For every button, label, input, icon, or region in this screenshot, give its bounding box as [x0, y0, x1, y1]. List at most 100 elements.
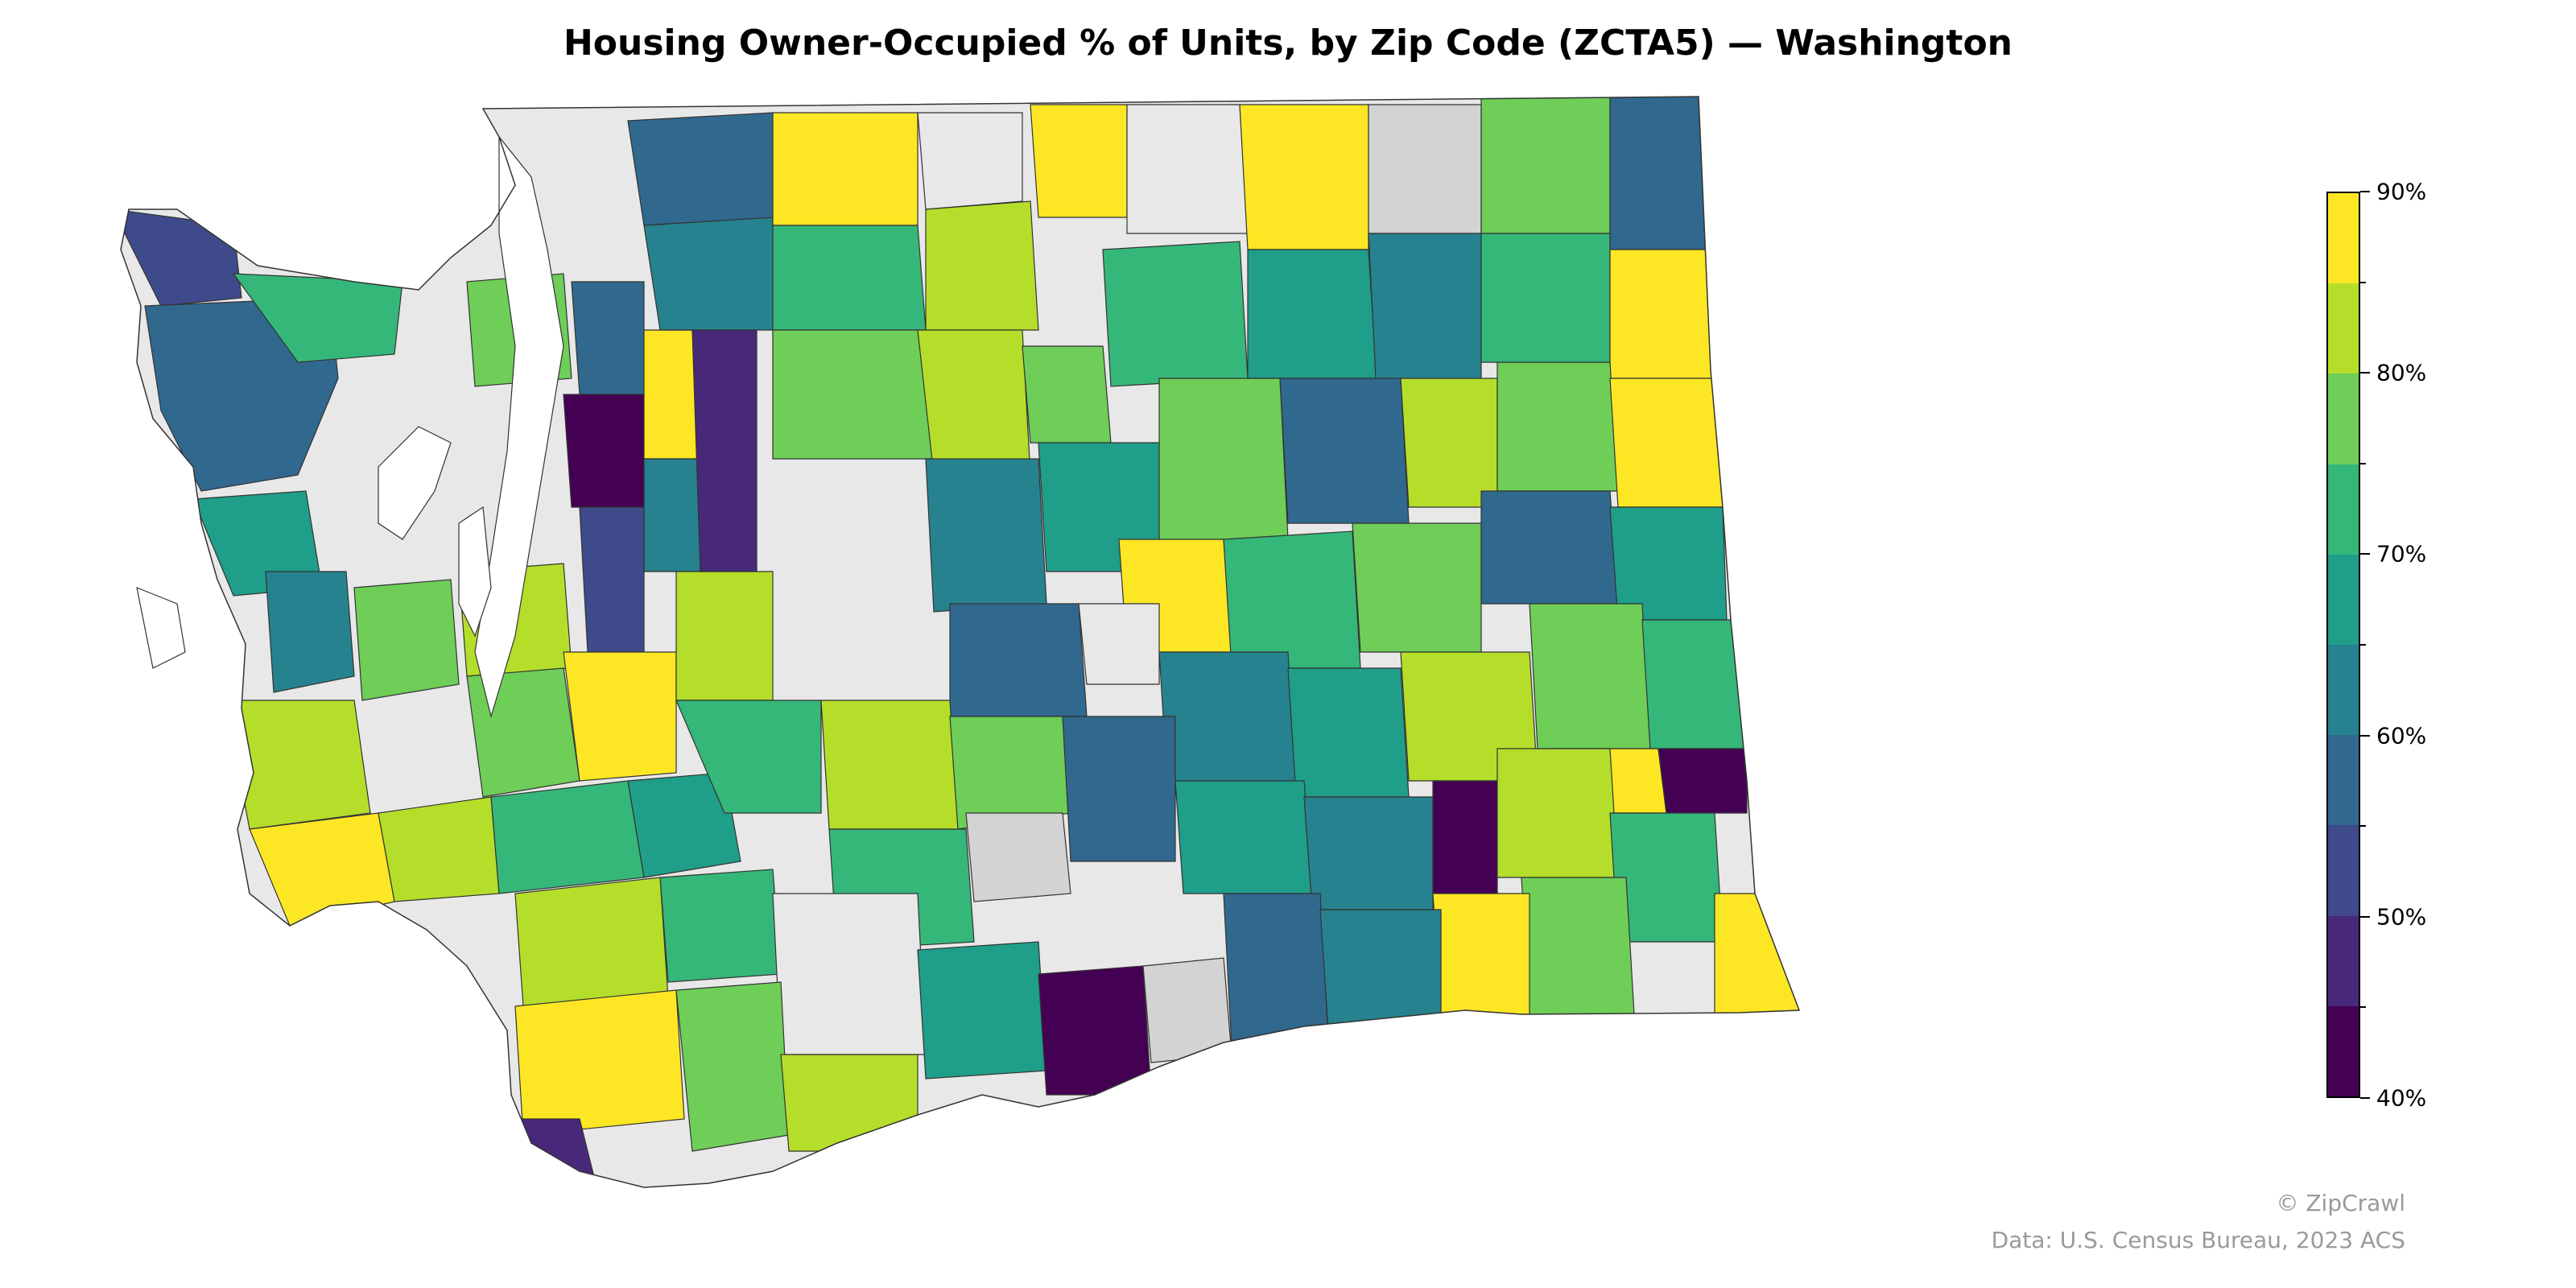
watermark: © ZipCrawl: [2276, 1190, 2405, 1216]
zip-region: [1352, 522, 1482, 653]
colorbar-bin: [2328, 915, 2359, 1006]
zip-region: [1102, 241, 1249, 387]
zip-region: [1038, 965, 1152, 1096]
zip-region: [353, 579, 460, 701]
zip-region: [675, 981, 790, 1152]
colorbar-tick: [2360, 553, 2370, 555]
colorbar-minor-tick: [2360, 644, 2366, 646]
colorbar-bin: [2328, 193, 2359, 284]
colorbar-bin: [2328, 283, 2359, 374]
zip-region: [571, 281, 645, 395]
zip-region: [627, 772, 741, 878]
no-data-region: [1126, 104, 1249, 234]
colorbar-bin: [2328, 374, 2359, 464]
zip-region: [1609, 378, 1724, 508]
zip-region: [1480, 490, 1619, 605]
no-data-region: [1368, 104, 1482, 234]
colorbar-tick: [2360, 734, 2370, 737]
zip-region: [265, 571, 355, 693]
zip-region: [643, 217, 774, 331]
colorbar-minor-tick: [2360, 1006, 2366, 1009]
colorbar-bin: [2328, 1005, 2359, 1096]
colorbar-tick: [2360, 191, 2370, 192]
zip-region: [627, 112, 782, 226]
zip-region: [1496, 361, 1619, 492]
zip-regions: [121, 97, 1799, 1187]
zip-region: [563, 394, 645, 508]
colorbar-minor-tick: [2360, 281, 2366, 283]
no-data-region: [965, 812, 1071, 902]
zip-region: [1368, 233, 1482, 395]
zip-region: [1303, 796, 1434, 910]
zip-region: [1496, 748, 1619, 878]
zip-region: [1480, 97, 1611, 234]
colorbar-tick: [2360, 915, 2370, 918]
zip-region: [1529, 603, 1651, 749]
zip-region: [514, 989, 685, 1136]
zip-region: [1609, 97, 1711, 250]
state-outline: [120, 96, 1801, 1188]
zip-region: [1247, 249, 1377, 379]
colorbar: [2326, 192, 2360, 1098]
source-note: Data: U.S. Census Bureau, 2023 ACS: [1991, 1227, 2405, 1253]
zip-region: [1609, 506, 1728, 621]
no-data-region: [1142, 957, 1232, 1063]
zip-region: [949, 603, 1088, 717]
colorbar-tick: [2360, 1097, 2370, 1099]
zip-region: [675, 700, 822, 814]
zip-region: [1022, 345, 1112, 444]
zip-region: [917, 941, 1047, 1080]
zip-region: [1223, 530, 1361, 669]
colorbar-bin: [2328, 464, 2359, 555]
zip-region: [917, 329, 1031, 476]
colorbar-tick-label: 70%: [2376, 540, 2427, 568]
zip-region: [675, 571, 774, 701]
zip-region: [820, 700, 959, 830]
water-features: [136, 135, 564, 719]
no-data-region: [772, 893, 927, 1055]
zip-region: [225, 700, 371, 830]
zip-region: [1158, 651, 1297, 782]
zip-region: [514, 877, 669, 1007]
zip-region: [1030, 104, 1128, 218]
zip-region: [925, 200, 1039, 331]
zip-region: [1174, 780, 1313, 894]
zip-region: [1714, 893, 1799, 1015]
colorbar-bin: [2328, 825, 2359, 916]
zip-region: [1480, 233, 1611, 363]
zip-region: [772, 329, 935, 460]
zip-region: [772, 225, 927, 331]
zip-region: [772, 112, 919, 226]
zip-region: [1239, 104, 1369, 250]
washington-zip-map: [120, 96, 1801, 1188]
zip-region: [1279, 378, 1410, 524]
zip-region: [1432, 780, 1498, 894]
zip-region: [780, 1054, 919, 1152]
colorbar-tick-label: 60%: [2376, 722, 2427, 749]
colorbar-bin: [2328, 554, 2359, 645]
colorbar-minor-tick: [2360, 825, 2366, 828]
zip-region: [490, 780, 645, 894]
colorbar-tick-label: 80%: [2376, 359, 2427, 386]
zip-region: [691, 329, 758, 572]
zip-region: [925, 458, 1047, 613]
page-title: Housing Owner-Occupied % of Units, by Zi…: [563, 23, 2013, 64]
zip-region: [1432, 893, 1530, 1015]
zip-region: [949, 716, 1071, 830]
colorbar-tick-label: 40%: [2376, 1084, 2427, 1112]
zip-region: [659, 869, 782, 983]
colorbar-tick-label: 90%: [2376, 178, 2427, 205]
no-data-region: [917, 112, 1023, 210]
colorbar-minor-tick: [2360, 462, 2366, 464]
zip-region: [1158, 378, 1289, 540]
zip-region: [1641, 619, 1748, 749]
colorbar-bin: [2328, 735, 2359, 826]
zip-region: [378, 796, 500, 902]
zip-region: [1223, 893, 1329, 1047]
zip-region: [563, 651, 677, 782]
zip-region: [1400, 378, 1498, 508]
colorbar-tick: [2360, 372, 2370, 374]
zip-region: [579, 506, 645, 653]
zip-region: [1287, 667, 1410, 798]
zip-region: [1319, 909, 1442, 1031]
